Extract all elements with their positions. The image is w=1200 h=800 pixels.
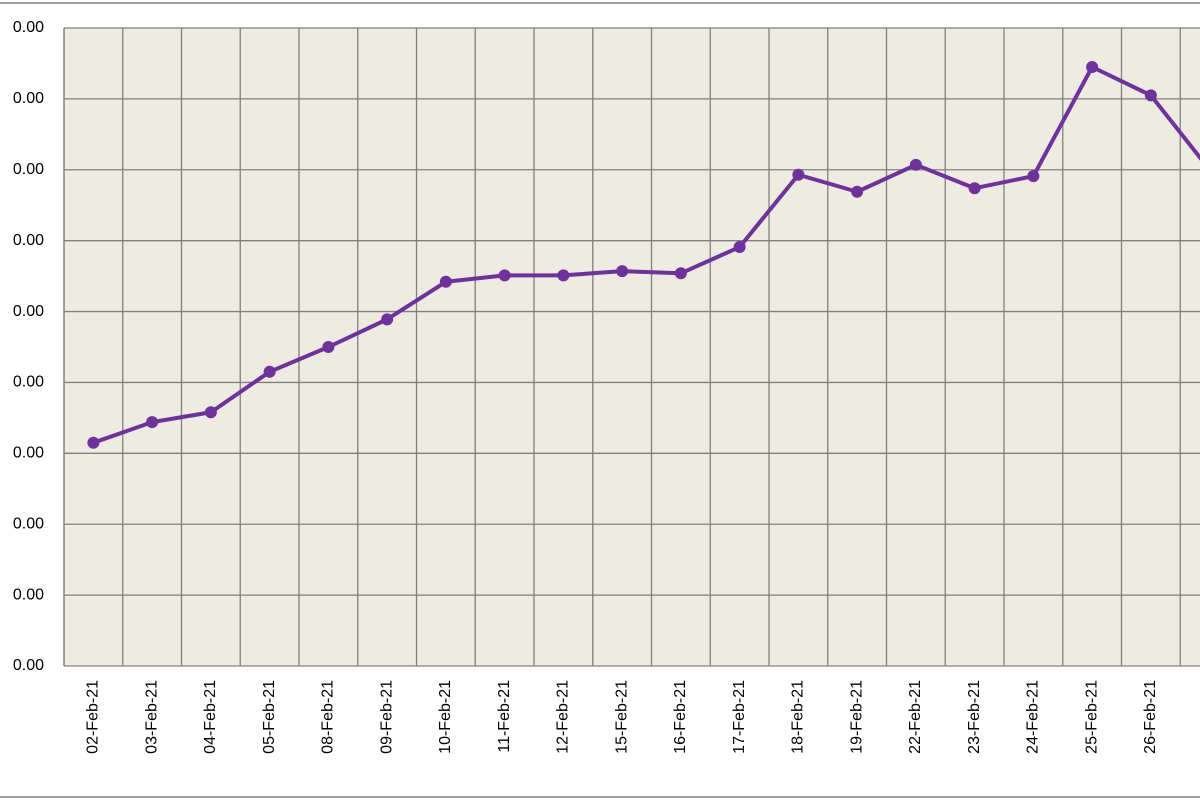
plot-area	[64, 28, 1200, 666]
point	[439, 275, 452, 288]
x-tick-label: 19-Feb-21	[848, 680, 865, 754]
x-tick-label: 24-Feb-21	[1025, 680, 1042, 754]
point	[616, 265, 629, 278]
x-tick-label: 11-Feb-21	[496, 680, 513, 753]
y-tick-label: 0.00	[13, 586, 44, 603]
y-tick-label: 0.00	[13, 374, 44, 391]
y-tick-label: 0.00	[13, 232, 44, 249]
point	[381, 313, 394, 326]
x-tick-label: 18-Feb-21	[790, 680, 807, 754]
x-tick-label: 26-Feb-21	[1142, 680, 1159, 754]
y-tick-label: 0.00	[13, 90, 44, 107]
point	[1086, 60, 1099, 73]
y-tick-label: 0.00	[13, 303, 44, 320]
x-tick-label: 25-Feb-21	[1083, 680, 1100, 754]
x-tick-label: 03-Feb-21	[143, 680, 160, 754]
y-tick-label: 0.00	[13, 515, 44, 532]
point	[87, 436, 100, 449]
point	[1027, 170, 1040, 183]
y-tick-label: 0.00	[13, 657, 44, 674]
point	[204, 406, 217, 419]
point	[146, 416, 159, 429]
point	[557, 269, 570, 282]
point	[792, 168, 805, 181]
x-tick-label: 02-Feb-21	[85, 680, 102, 754]
point	[909, 158, 922, 171]
point	[1144, 89, 1157, 102]
x-tick-label: 16-Feb-21	[672, 680, 689, 754]
x-tick-label: 12-Feb-21	[555, 680, 572, 754]
y-tick-label: 0.00	[13, 161, 44, 178]
x-tick-label: 09-Feb-21	[378, 680, 395, 754]
point	[498, 269, 511, 282]
x-tick-label: 17-Feb-21	[731, 680, 748, 754]
x-tick-label: 15-Feb-21	[613, 680, 630, 754]
x-tick-label: 08-Feb-21	[320, 680, 337, 754]
point	[851, 185, 864, 198]
point	[674, 267, 687, 280]
point	[263, 365, 276, 378]
y-tick-label: 0.00	[13, 445, 44, 462]
point	[968, 182, 981, 195]
series-line	[92, 64, 1200, 445]
y-tick-label: 0.00	[13, 19, 44, 36]
point	[733, 241, 746, 254]
x-tick-label: 22-Feb-21	[907, 680, 924, 754]
point	[322, 341, 335, 353]
x-tick-label: 05-Feb-21	[261, 680, 278, 754]
x-tick-label: 10-Feb-21	[437, 680, 454, 754]
x-tick-label: 23-Feb-21	[966, 680, 983, 754]
x-tick-label: 04-Feb-21	[202, 680, 219, 754]
